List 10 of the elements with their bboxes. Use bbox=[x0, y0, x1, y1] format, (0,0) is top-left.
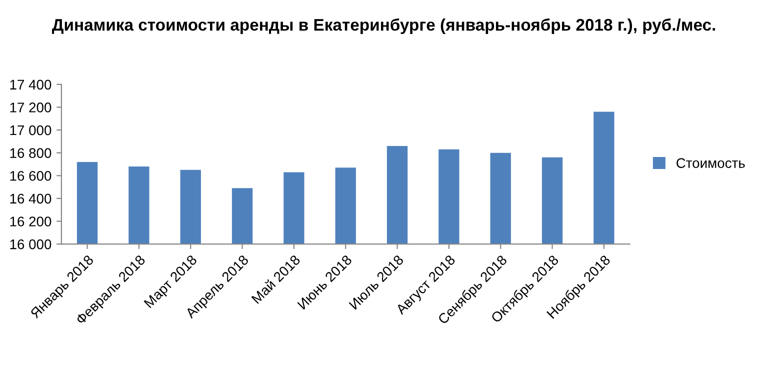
chart-title: Динамика стоимости аренды в Екатеринбурге (январь-ноябрь 2018 г.), руб./мес. bbox=[52, 18, 716, 34]
y-tick-label: 16 400 bbox=[10, 194, 52, 204]
y-tick-label: 16 600 bbox=[10, 170, 52, 181]
y-tick-label: 16 200 bbox=[10, 216, 52, 226]
y-tick-label: 17 000 bbox=[10, 125, 52, 136]
y-tick-label: 16 000 bbox=[10, 239, 52, 250]
legend-label: Стоимость bbox=[676, 158, 745, 168]
y-tick-label: 16 800 bbox=[10, 148, 52, 158]
y-tick-label: 17 400 bbox=[10, 80, 52, 90]
y-tick-label: 17 200 bbox=[10, 102, 52, 112]
